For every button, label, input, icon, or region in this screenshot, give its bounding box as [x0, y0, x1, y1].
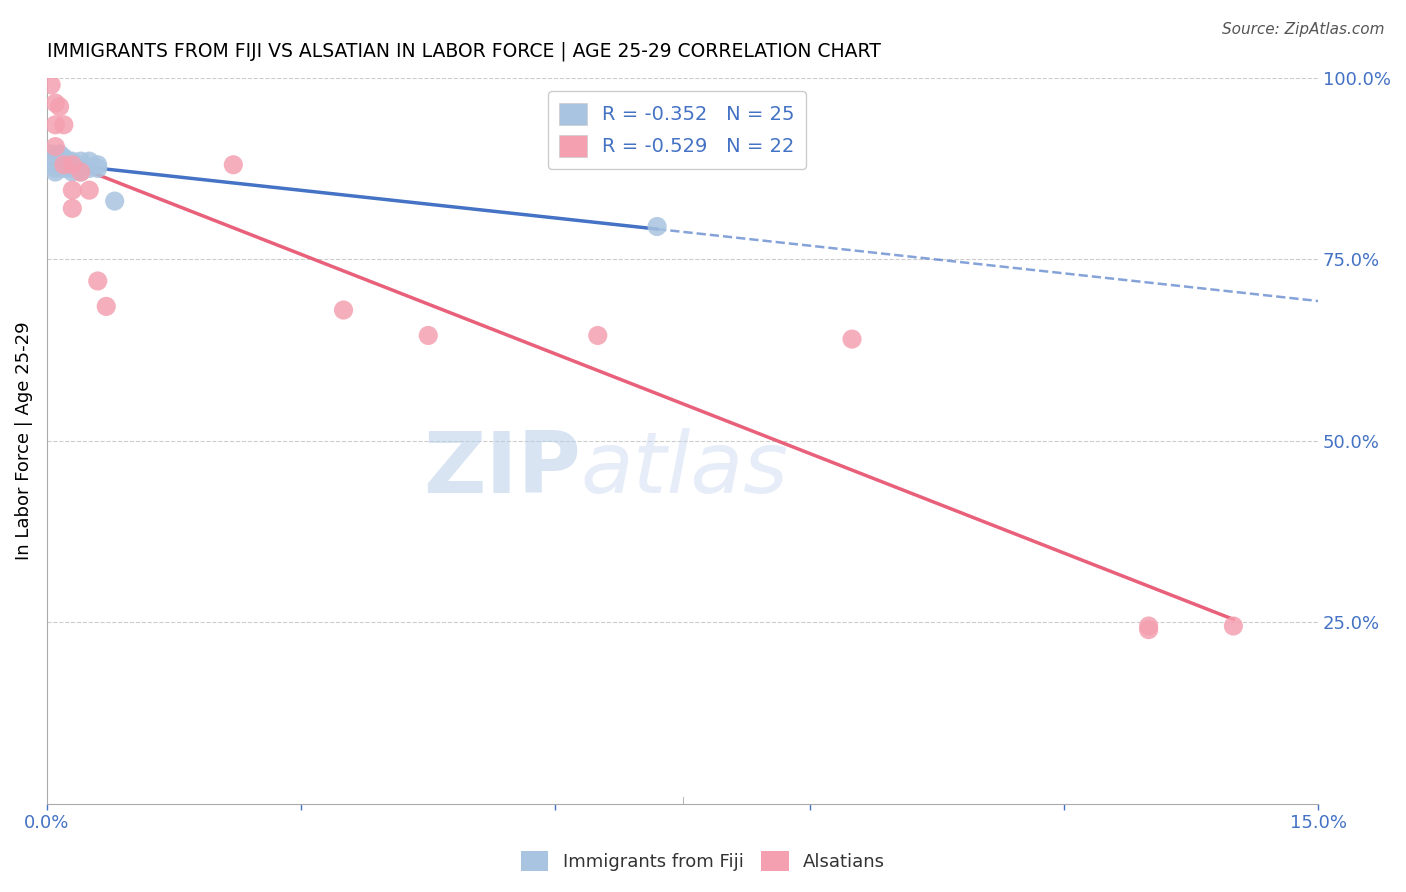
Y-axis label: In Labor Force | Age 25-29: In Labor Force | Age 25-29: [15, 321, 32, 560]
Point: [39, 78, 62, 92]
Point: [39, 146, 62, 161]
Point: [77, 154, 100, 169]
Point: [77, 183, 100, 197]
Point: [645, 219, 668, 234]
Point: [44, 161, 66, 176]
Point: [69, 161, 91, 176]
Point: [96, 300, 118, 314]
Point: [69, 165, 91, 179]
Point: [1137, 619, 1160, 633]
Point: [48, 151, 70, 165]
Point: [60, 183, 83, 197]
Point: [44, 118, 66, 132]
Point: [77, 161, 100, 176]
Point: [1137, 623, 1160, 637]
Point: [44, 95, 66, 110]
Text: IMMIGRANTS FROM FIJI VS ALSATIAN IN LABOR FORCE | AGE 25-29 CORRELATION CHART: IMMIGRANTS FROM FIJI VS ALSATIAN IN LABO…: [46, 42, 880, 62]
Point: [87, 274, 110, 288]
Text: atlas: atlas: [581, 428, 789, 511]
Point: [52, 161, 75, 176]
Point: [44, 151, 66, 165]
Point: [332, 303, 354, 318]
Point: [48, 146, 70, 161]
Point: [222, 158, 245, 172]
Point: [60, 154, 83, 169]
Point: [52, 118, 75, 132]
Legend: R = -0.352   N = 25, R = -0.529   N = 22: R = -0.352 N = 25, R = -0.529 N = 22: [548, 91, 806, 169]
Point: [52, 154, 75, 169]
Point: [418, 328, 440, 343]
Point: [44, 139, 66, 153]
Point: [56, 158, 79, 172]
Text: ZIP: ZIP: [423, 428, 581, 511]
Point: [87, 158, 110, 172]
Point: [841, 332, 863, 346]
Point: [44, 165, 66, 179]
Point: [39, 158, 62, 172]
Point: [48, 100, 70, 114]
Point: [52, 151, 75, 165]
Point: [60, 158, 83, 172]
Point: [60, 158, 83, 172]
Point: [56, 154, 79, 169]
Point: [87, 161, 110, 176]
Point: [69, 165, 91, 179]
Point: [1222, 619, 1244, 633]
Point: [60, 161, 83, 176]
Point: [104, 194, 127, 208]
Legend: Immigrants from Fiji, Alsatians: Immigrants from Fiji, Alsatians: [513, 844, 893, 879]
Point: [69, 154, 91, 169]
Point: [586, 328, 609, 343]
Point: [60, 165, 83, 179]
Point: [52, 158, 75, 172]
Text: Source: ZipAtlas.com: Source: ZipAtlas.com: [1222, 22, 1385, 37]
Point: [60, 202, 83, 216]
